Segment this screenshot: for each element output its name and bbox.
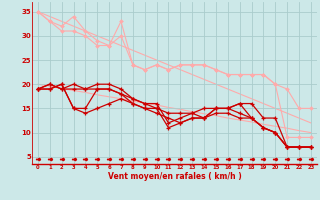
X-axis label: Vent moyen/en rafales ( km/h ): Vent moyen/en rafales ( km/h ) xyxy=(108,172,241,181)
